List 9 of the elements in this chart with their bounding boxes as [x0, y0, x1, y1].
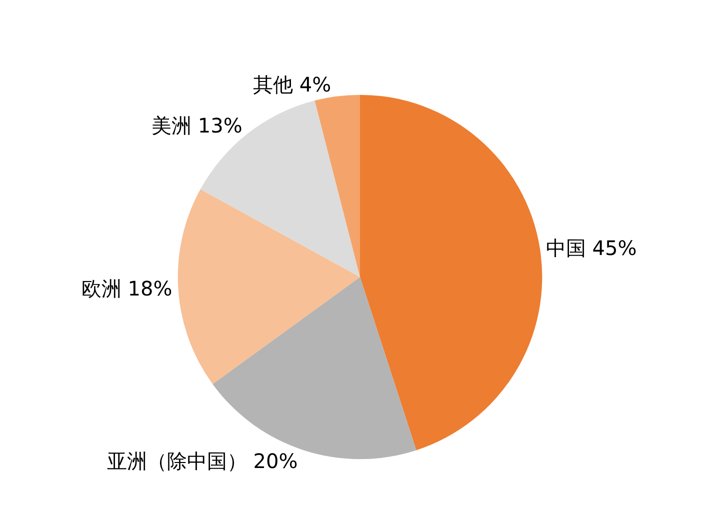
slice-label: 欧洲 18%	[81, 276, 172, 300]
slice-label: 其他 4%	[253, 72, 332, 96]
slice-label: 美洲 13%	[152, 114, 242, 138]
pie-slice	[200, 100, 360, 277]
pie-slice	[178, 189, 360, 384]
slice-label: 亚洲（除中国） 20%	[106, 449, 298, 474]
pie-slice	[314, 94, 360, 277]
slice-label: 中国 45%	[546, 236, 637, 260]
pie-slice	[360, 94, 542, 450]
